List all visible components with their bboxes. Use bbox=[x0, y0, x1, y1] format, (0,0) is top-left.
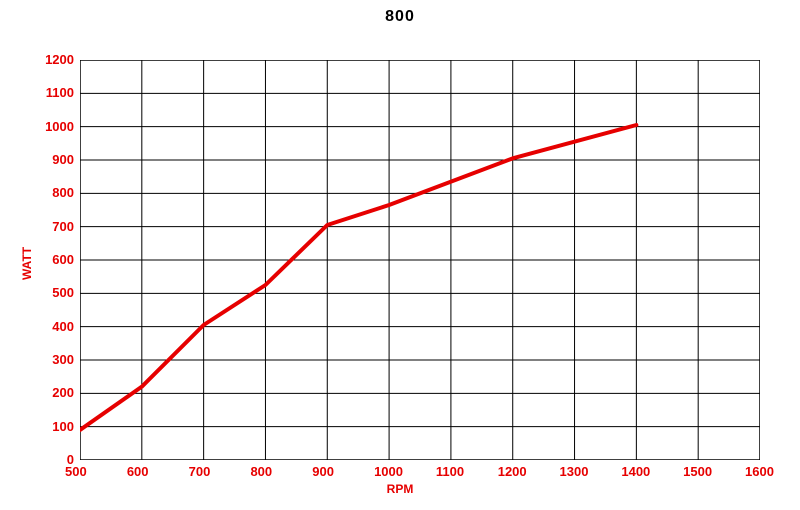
x-tick-label: 1600 bbox=[745, 464, 774, 479]
x-tick-label: 700 bbox=[189, 464, 211, 479]
y-tick-label: 700 bbox=[34, 219, 74, 234]
x-tick-label: 1000 bbox=[374, 464, 403, 479]
y-tick-label: 0 bbox=[34, 452, 74, 467]
y-tick-label: 600 bbox=[34, 252, 74, 267]
y-tick-label: 200 bbox=[34, 385, 74, 400]
x-tick-label: 1500 bbox=[683, 464, 712, 479]
x-axis-label: RPM bbox=[0, 482, 800, 496]
plot-area bbox=[80, 60, 760, 460]
x-tick-label: 1100 bbox=[436, 464, 464, 479]
y-tick-label: 900 bbox=[34, 152, 74, 167]
x-tick-label: 900 bbox=[312, 464, 334, 479]
chart-container: 800 WATT RPM 500600700800900100011001200… bbox=[0, 0, 800, 510]
y-tick-label: 1100 bbox=[34, 85, 74, 100]
y-tick-label: 400 bbox=[34, 319, 74, 334]
y-tick-label: 300 bbox=[34, 352, 74, 367]
x-tick-label: 800 bbox=[250, 464, 272, 479]
y-tick-label: 500 bbox=[34, 285, 74, 300]
y-tick-label: 1200 bbox=[34, 52, 74, 67]
x-tick-label: 1300 bbox=[560, 464, 589, 479]
y-tick-label: 1000 bbox=[34, 119, 74, 134]
x-tick-label: 1200 bbox=[498, 464, 527, 479]
y-tick-label: 800 bbox=[34, 185, 74, 200]
y-axis-label: WATT bbox=[20, 247, 34, 280]
chart-title: 800 bbox=[0, 8, 800, 26]
x-tick-label: 600 bbox=[127, 464, 149, 479]
x-tick-label: 1400 bbox=[621, 464, 650, 479]
plot-svg bbox=[80, 60, 760, 460]
y-tick-label: 100 bbox=[34, 419, 74, 434]
series-power-curve bbox=[80, 125, 636, 430]
